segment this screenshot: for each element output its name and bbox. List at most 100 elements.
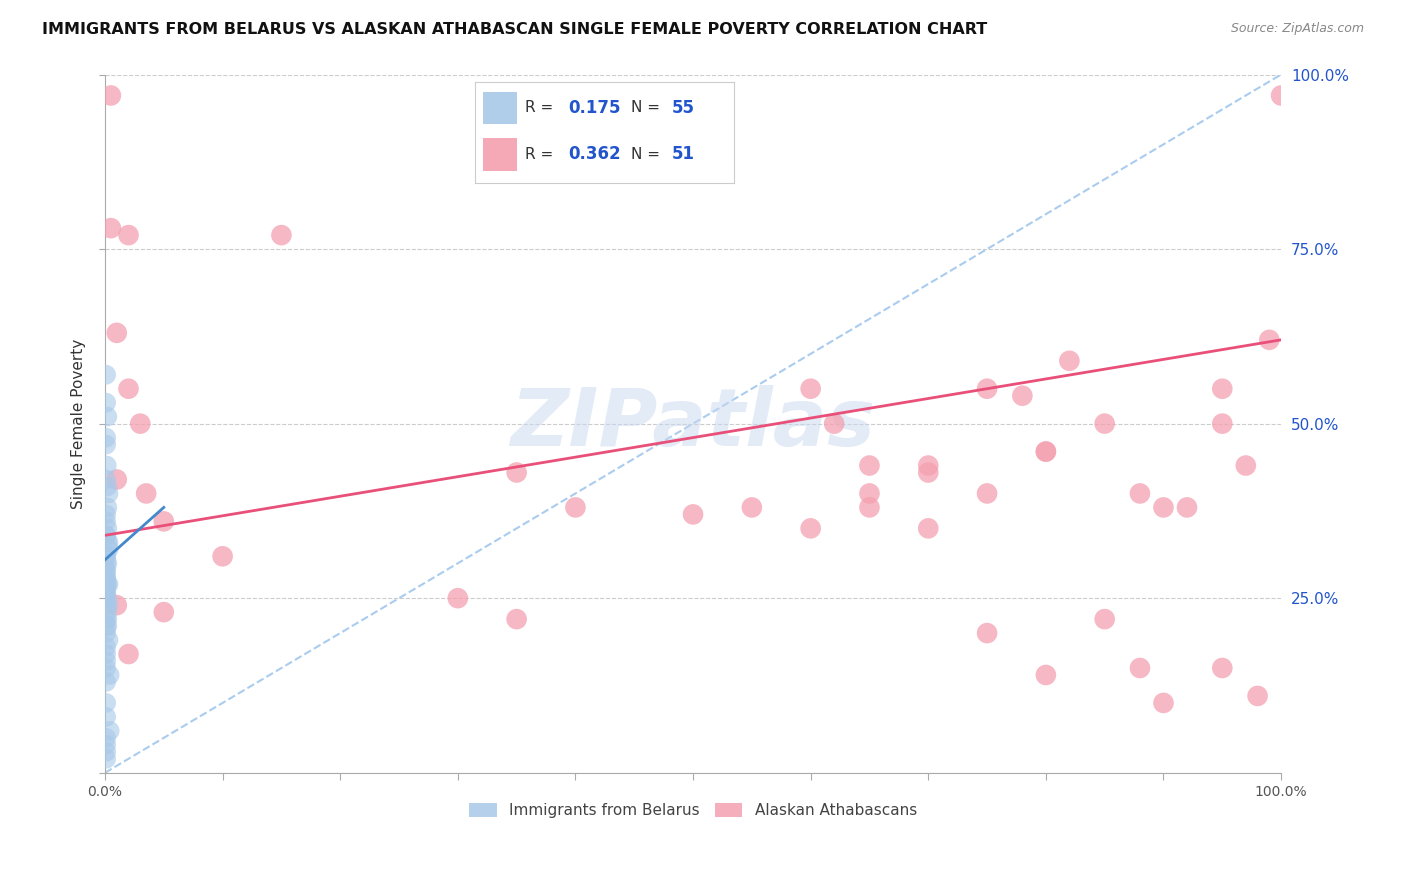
- Text: Source: ZipAtlas.com: Source: ZipAtlas.com: [1230, 22, 1364, 36]
- Point: [96, 591, 118, 606]
- Point: [117, 382, 139, 396]
- Point: [505, 612, 527, 626]
- Point: [1094, 417, 1116, 431]
- Point: [505, 466, 527, 480]
- Point: [105, 598, 128, 612]
- Point: [96, 640, 118, 654]
- Point: [96, 584, 118, 599]
- Point: [96, 731, 118, 745]
- Point: [97, 486, 120, 500]
- Point: [105, 473, 128, 487]
- Point: [96, 647, 118, 661]
- Point: [100, 221, 122, 235]
- Point: [97, 633, 120, 648]
- Point: [1211, 382, 1233, 396]
- Point: [564, 500, 586, 515]
- Point: [129, 417, 152, 431]
- Point: [800, 382, 823, 396]
- Point: [96, 577, 118, 591]
- Point: [96, 577, 118, 591]
- Point: [96, 591, 118, 606]
- Point: [917, 458, 939, 473]
- Point: [976, 486, 998, 500]
- Point: [96, 549, 118, 564]
- Point: [1270, 88, 1292, 103]
- Point: [100, 88, 122, 103]
- Point: [96, 584, 118, 599]
- Text: IMMIGRANTS FROM BELARUS VS ALASKAN ATHABASCAN SINGLE FEMALE POVERTY CORRELATION : IMMIGRANTS FROM BELARUS VS ALASKAN ATHAB…: [42, 22, 987, 37]
- Point: [96, 431, 118, 445]
- Point: [96, 738, 118, 752]
- Point: [96, 752, 118, 766]
- Point: [96, 563, 118, 577]
- Point: [96, 528, 118, 542]
- Point: [97, 542, 120, 557]
- Point: [96, 612, 118, 626]
- Point: [858, 458, 880, 473]
- Point: [1035, 444, 1057, 458]
- Point: [96, 605, 118, 619]
- Point: [858, 486, 880, 500]
- Point: [917, 466, 939, 480]
- Point: [135, 486, 157, 500]
- Point: [1011, 389, 1033, 403]
- Point: [1153, 500, 1175, 515]
- Point: [976, 382, 998, 396]
- Point: [97, 598, 120, 612]
- Point: [741, 500, 763, 515]
- Point: [1234, 458, 1257, 473]
- Point: [96, 368, 118, 382]
- Point: [800, 521, 823, 535]
- Point: [96, 549, 118, 564]
- Point: [96, 696, 118, 710]
- Point: [96, 515, 118, 529]
- Y-axis label: Single Female Poverty: Single Female Poverty: [72, 338, 86, 508]
- Point: [96, 710, 118, 724]
- Point: [98, 723, 121, 738]
- Point: [96, 500, 118, 515]
- Point: [98, 668, 121, 682]
- Point: [270, 228, 292, 243]
- Point: [682, 508, 704, 522]
- Point: [96, 563, 118, 577]
- Point: [96, 619, 118, 633]
- Point: [858, 500, 880, 515]
- Point: [117, 647, 139, 661]
- Point: [97, 535, 120, 549]
- Point: [96, 395, 118, 409]
- Point: [1035, 444, 1057, 458]
- Point: [96, 556, 118, 570]
- Point: [96, 521, 118, 535]
- Point: [1258, 333, 1281, 347]
- Point: [97, 577, 120, 591]
- Point: [1211, 661, 1233, 675]
- Point: [96, 626, 118, 640]
- Point: [96, 598, 118, 612]
- Point: [96, 612, 118, 626]
- Point: [96, 661, 118, 675]
- Point: [152, 605, 174, 619]
- Point: [96, 675, 118, 690]
- Point: [96, 458, 118, 473]
- Point: [1153, 696, 1175, 710]
- Point: [105, 326, 128, 340]
- Point: [96, 535, 118, 549]
- Point: [1246, 689, 1268, 703]
- Point: [96, 654, 118, 668]
- Point: [1129, 486, 1152, 500]
- Point: [96, 528, 118, 542]
- Point: [823, 417, 845, 431]
- Point: [1211, 417, 1233, 431]
- Point: [1035, 668, 1057, 682]
- Text: ZIPatlas: ZIPatlas: [510, 384, 876, 463]
- Point: [96, 745, 118, 759]
- Point: [917, 521, 939, 535]
- Point: [96, 508, 118, 522]
- Point: [96, 570, 118, 584]
- Point: [1059, 353, 1081, 368]
- Point: [96, 556, 118, 570]
- Legend: Immigrants from Belarus, Alaskan Athabascans: Immigrants from Belarus, Alaskan Athabas…: [463, 797, 922, 824]
- Point: [976, 626, 998, 640]
- Point: [211, 549, 233, 564]
- Point: [447, 591, 470, 606]
